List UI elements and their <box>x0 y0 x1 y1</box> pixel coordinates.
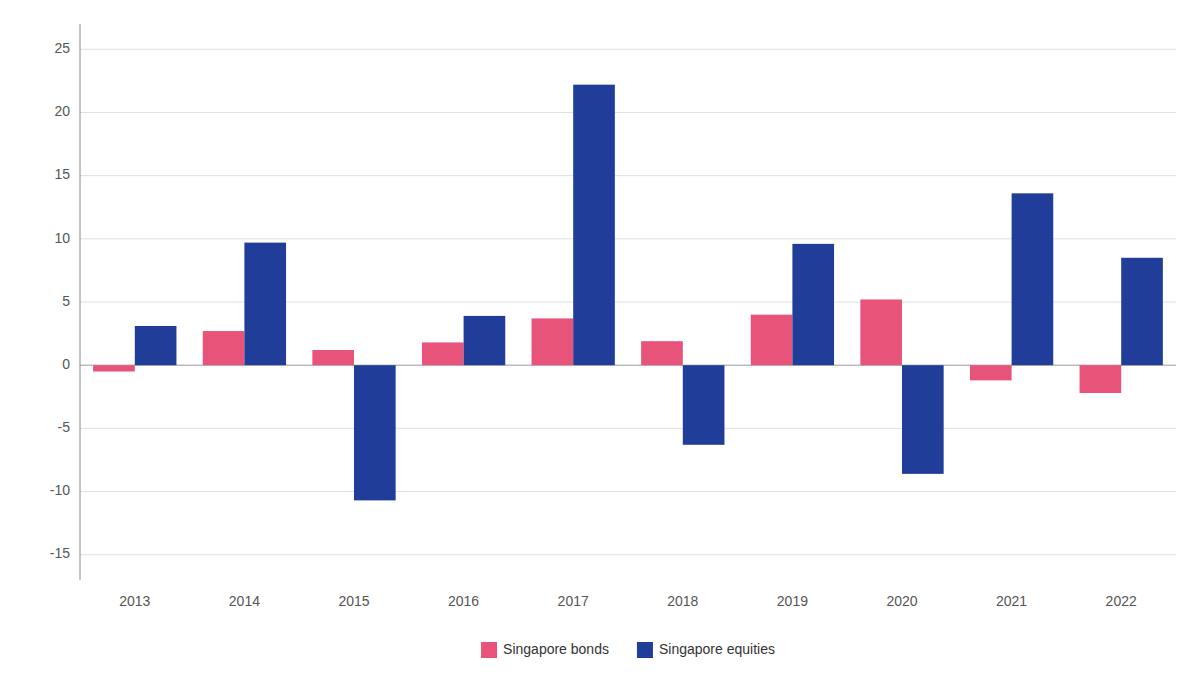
y-tick-label: -10 <box>50 482 70 498</box>
x-tick-label: 2022 <box>1106 593 1137 609</box>
bar <box>464 316 506 365</box>
legend-item: Singapore bonds <box>481 641 609 658</box>
legend-label: Singapore equities <box>659 641 775 657</box>
y-tick-label: 15 <box>54 166 70 182</box>
legend: Singapore bonds Singapore equities <box>481 641 775 658</box>
bar <box>422 342 464 365</box>
bar <box>1012 193 1054 365</box>
grid <box>80 49 1176 554</box>
bar <box>641 341 683 365</box>
chart-container: -15 -10 -5 0 5 10 15 20 25 2013 2014 2015 2016 2017 20… <box>0 0 1200 700</box>
y-tick-label: -15 <box>50 545 70 561</box>
x-tick-label: 2015 <box>338 593 369 609</box>
grid-line <box>80 491 1176 492</box>
y-tick-label: 0 <box>62 356 70 372</box>
bar <box>573 85 615 366</box>
y-tick-label: 25 <box>54 40 70 56</box>
bar <box>354 365 396 500</box>
bar <box>1121 258 1163 365</box>
bar <box>532 318 574 365</box>
x-tick-label: 2016 <box>448 593 479 609</box>
y-tick-label: 20 <box>54 103 70 119</box>
bar <box>792 244 834 365</box>
x-tick-label: 2018 <box>667 593 698 609</box>
y-tick-label: 5 <box>62 293 70 309</box>
bar <box>1080 365 1122 393</box>
y-tick-label: -5 <box>58 419 71 435</box>
bars <box>93 85 1163 501</box>
x-tick-label: 2013 <box>119 593 150 609</box>
chart-svg: -15 -10 -5 0 5 10 15 20 25 2013 2014 2015 2016 2017 20… <box>0 0 1200 700</box>
x-tick-label: 2017 <box>558 593 589 609</box>
x-tick-label: 2014 <box>229 593 260 609</box>
bar <box>93 365 135 371</box>
legend-swatch <box>481 642 497 658</box>
bar <box>902 365 944 474</box>
grid-line <box>80 428 1176 429</box>
bar <box>312 350 354 365</box>
bar <box>683 365 725 445</box>
legend-label: Singapore bonds <box>503 641 609 657</box>
grid-line <box>80 175 1176 176</box>
x-tick-label: 2019 <box>777 593 808 609</box>
legend-item: Singapore equities <box>637 641 775 658</box>
bar <box>203 331 245 365</box>
legend-swatch <box>637 642 653 658</box>
x-tick-label: 2020 <box>886 593 917 609</box>
grid-line <box>80 49 1176 50</box>
bar <box>135 326 177 365</box>
grid-line <box>80 554 1176 555</box>
bar <box>970 365 1012 380</box>
bar <box>860 299 902 365</box>
x-tick-label: 2021 <box>996 593 1027 609</box>
y-tick-label: 10 <box>54 230 70 246</box>
bar <box>244 243 286 366</box>
y-axis-line <box>80 24 81 580</box>
grid-line <box>80 112 1176 113</box>
bar <box>751 315 793 366</box>
